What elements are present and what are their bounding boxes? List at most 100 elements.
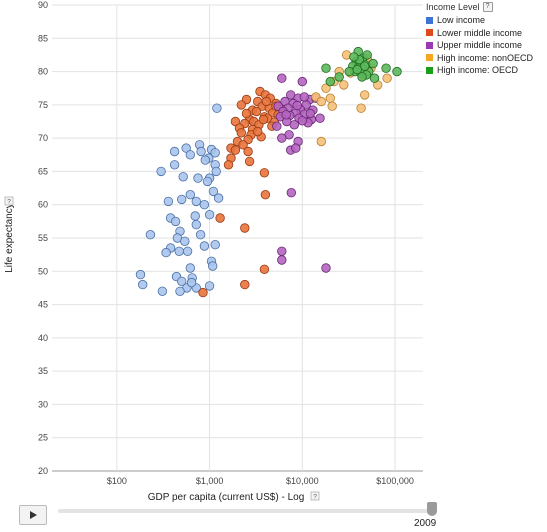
data-point[interactable] <box>362 50 372 60</box>
data-point[interactable] <box>321 63 331 73</box>
data-point[interactable] <box>258 114 269 125</box>
data-point[interactable] <box>316 96 327 107</box>
data-point[interactable] <box>334 72 344 82</box>
series-upper-middle-income[interactable] <box>272 73 331 273</box>
data-point[interactable] <box>223 160 234 170</box>
data-point[interactable] <box>243 146 253 157</box>
data-point[interactable] <box>137 279 148 290</box>
data-point[interactable] <box>161 247 171 258</box>
data-point[interactable] <box>321 263 331 273</box>
data-point[interactable] <box>369 73 380 83</box>
time-slider-track[interactable] <box>58 509 436 513</box>
data-point[interactable] <box>211 166 221 177</box>
data-point[interactable] <box>251 106 262 117</box>
data-point[interactable] <box>230 116 241 127</box>
data-point[interactable] <box>204 209 215 220</box>
data-point[interactable] <box>277 133 287 143</box>
legend-item-lower-middle-income[interactable]: Lower middle income <box>426 27 547 40</box>
data-point[interactable] <box>259 264 270 275</box>
data-point[interactable] <box>253 126 263 137</box>
data-point[interactable] <box>181 143 191 153</box>
data-point[interactable] <box>339 80 349 90</box>
data-point[interactable] <box>210 148 220 158</box>
data-point[interactable] <box>156 166 166 177</box>
data-point[interactable] <box>230 145 241 155</box>
data-point[interactable] <box>202 176 213 187</box>
series-high-income-oecd[interactable] <box>321 46 402 87</box>
data-point[interactable] <box>196 146 206 157</box>
data-point[interactable] <box>198 287 208 298</box>
legend-item-low-income[interactable]: Low income <box>426 14 547 27</box>
data-point[interactable] <box>175 286 185 297</box>
data-point[interactable] <box>180 236 190 247</box>
data-point[interactable] <box>292 100 302 111</box>
data-point[interactable] <box>170 216 181 227</box>
data-point[interactable] <box>382 73 392 83</box>
series-lower-middle-income[interactable] <box>198 86 287 298</box>
data-point[interactable] <box>360 90 370 100</box>
data-point[interactable] <box>241 108 252 119</box>
data-point[interactable] <box>169 146 180 157</box>
data-point[interactable] <box>176 276 187 287</box>
data-point[interactable] <box>199 241 210 251</box>
legend-item-high-income-nonoecd[interactable]: High income: nonOECD <box>426 52 547 65</box>
data-point[interactable] <box>204 281 215 291</box>
data-point[interactable] <box>174 246 184 257</box>
data-point[interactable] <box>325 93 336 103</box>
data-point[interactable] <box>185 263 196 273</box>
data-point[interactable] <box>277 255 287 265</box>
data-point[interactable] <box>193 173 203 183</box>
data-point[interactable] <box>352 64 362 75</box>
data-point[interactable] <box>392 66 402 77</box>
data-point[interactable] <box>190 211 200 221</box>
data-point[interactable] <box>199 199 210 210</box>
data-point[interactable] <box>185 150 196 160</box>
data-point[interactable] <box>357 72 367 82</box>
data-point[interactable] <box>368 58 378 69</box>
data-point[interactable] <box>240 223 250 233</box>
data-point[interactable] <box>212 103 222 113</box>
data-point[interactable] <box>176 194 187 205</box>
data-point[interactable] <box>213 193 224 203</box>
data-point[interactable] <box>208 186 219 197</box>
time-slider-handle[interactable] <box>427 502 437 516</box>
data-point[interactable] <box>261 96 272 107</box>
data-point[interactable] <box>260 189 271 200</box>
data-point[interactable] <box>200 155 211 165</box>
data-point[interactable] <box>191 219 202 230</box>
data-point[interactable] <box>297 76 308 87</box>
data-point[interactable] <box>145 229 156 240</box>
legend-item-high-income-oecd[interactable]: High income: OECD <box>426 64 547 77</box>
data-point[interactable] <box>299 92 310 102</box>
data-point[interactable] <box>195 229 206 240</box>
data-point[interactable] <box>210 239 220 250</box>
data-point[interactable] <box>356 103 366 113</box>
data-point[interactable] <box>238 140 248 150</box>
data-point[interactable] <box>178 172 188 182</box>
play-button[interactable] <box>19 505 47 525</box>
data-point[interactable] <box>191 196 202 207</box>
data-point[interactable] <box>244 156 255 167</box>
data-point[interactable] <box>325 76 336 87</box>
data-point[interactable] <box>236 100 247 110</box>
series-low-income[interactable] <box>135 103 224 297</box>
data-point[interactable] <box>157 286 168 297</box>
data-points[interactable] <box>135 46 402 298</box>
data-point[interactable] <box>135 269 146 280</box>
data-point[interactable] <box>182 246 193 257</box>
data-point[interactable] <box>277 246 287 257</box>
data-point[interactable] <box>315 113 325 123</box>
legend-help-button[interactable]: ? <box>482 2 493 12</box>
data-point[interactable] <box>215 213 225 223</box>
data-point[interactable] <box>381 63 391 73</box>
data-point[interactable] <box>281 110 291 120</box>
data-point[interactable] <box>305 108 316 119</box>
data-point[interactable] <box>297 116 308 126</box>
data-point[interactable] <box>186 277 197 288</box>
x-axis-help-button[interactable]: ? <box>310 491 320 501</box>
legend-item-upper-middle-income[interactable]: Upper middle income <box>426 39 547 52</box>
data-point[interactable] <box>169 160 180 170</box>
data-point[interactable] <box>349 52 359 62</box>
data-point[interactable] <box>240 279 250 290</box>
data-point[interactable] <box>289 120 300 130</box>
